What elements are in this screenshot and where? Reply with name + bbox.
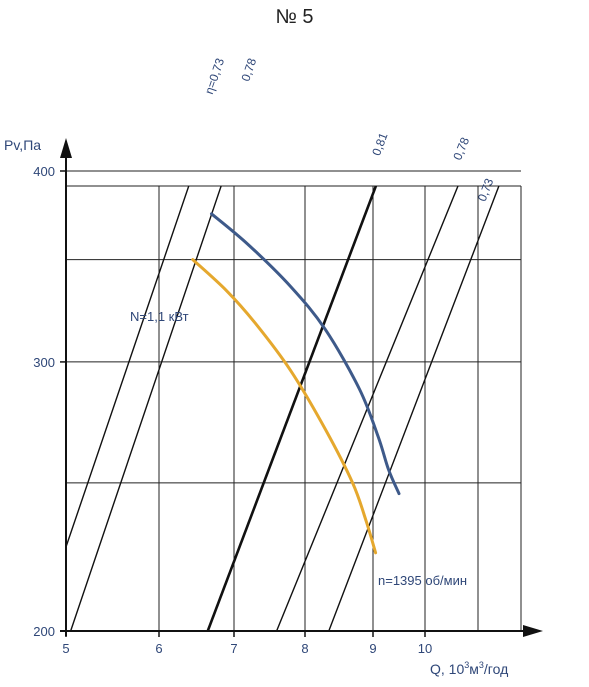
efficiency-line: [66, 186, 190, 548]
power-curve: [210, 212, 401, 496]
x-tick-label: 6: [155, 641, 162, 656]
efficiency-label: η=0,73: [202, 56, 227, 96]
speed-curve: [191, 258, 378, 555]
x-tick-label: 9: [369, 641, 376, 656]
x-axis-label-superscript: 3: [479, 660, 484, 670]
x-tick-label: 5: [62, 641, 69, 656]
efficiency-line: [275, 186, 459, 631]
x-axis-label-superscript: 3: [464, 660, 469, 670]
x-tick-label: 8: [301, 641, 308, 656]
y-tick-label: 300: [33, 355, 55, 370]
efficiency-label: 0,78: [238, 56, 259, 83]
efficiency-label: 0,78: [450, 135, 472, 162]
grid-lines: [66, 170, 522, 631]
x-axis-label-part: м: [469, 661, 479, 677]
efficiency-lines: [66, 186, 500, 631]
power-annotation: N=1,1 кВт: [130, 309, 189, 324]
chart-heading: № 5: [275, 6, 314, 28]
y-tick-label: 200: [33, 624, 55, 639]
y-tick-label: 400: [33, 164, 55, 179]
x-tick-label: 7: [230, 641, 237, 656]
efficiency-line: [328, 186, 500, 631]
performance-curves: [191, 212, 401, 555]
efficiency-line: [69, 186, 222, 631]
efficiency-label: 0,81: [369, 130, 390, 157]
speed-annotation: n=1395 об/мин: [378, 573, 467, 588]
y-axis-arrow: [60, 138, 72, 158]
axes: [60, 138, 543, 637]
x-axis-label: Q, 103м3/год: [430, 660, 508, 677]
y-axis-label: Pv,Па: [4, 137, 41, 153]
x-tick-label: 10: [418, 641, 432, 656]
x-axis-label-part: /год: [484, 661, 508, 677]
x-axis-label-part: Q, 10: [430, 661, 464, 677]
x-axis-arrow: [523, 625, 543, 637]
